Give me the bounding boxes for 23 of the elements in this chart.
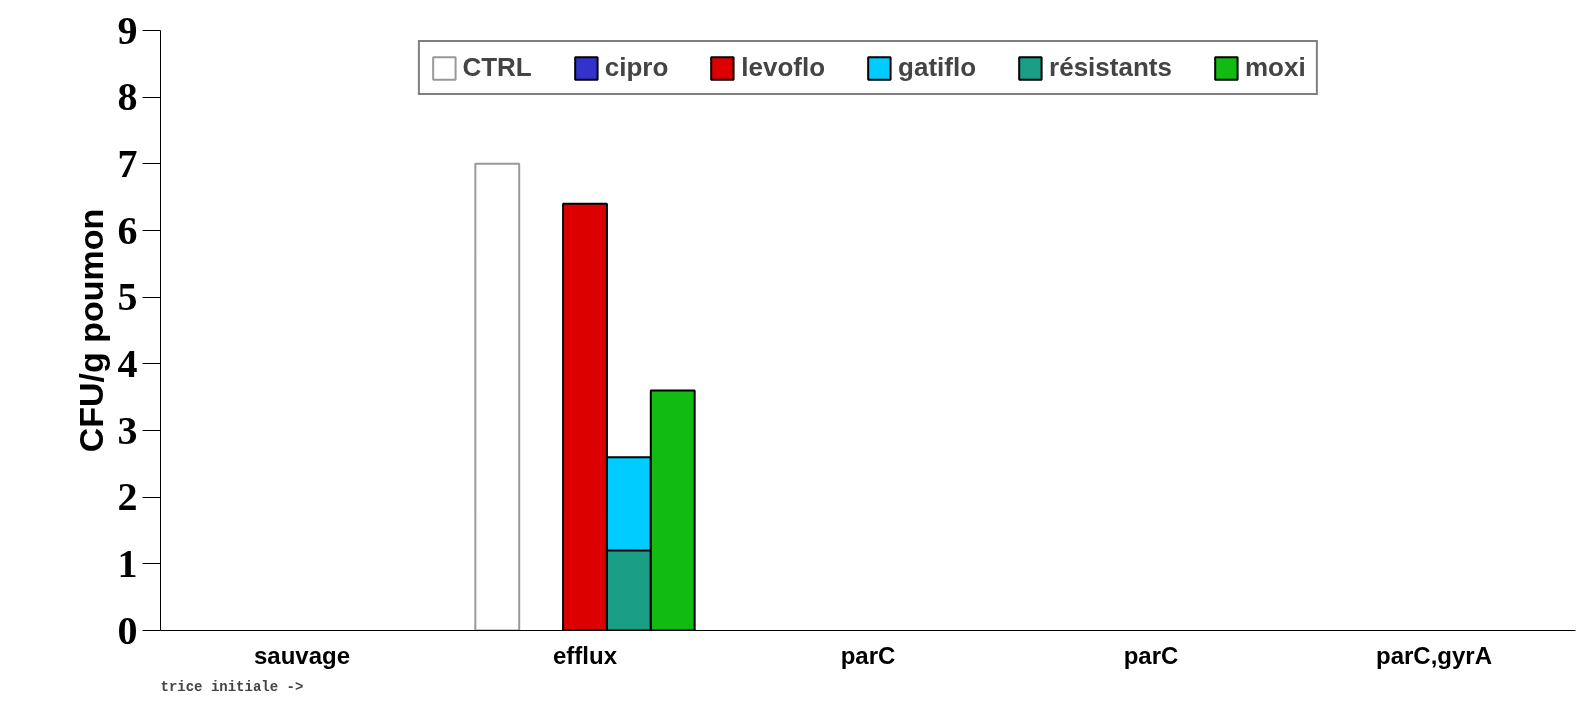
y-tick-label: 3 xyxy=(117,407,138,453)
x-tick-label: parC xyxy=(840,641,896,669)
y-tick-label: 1 xyxy=(117,540,138,586)
y-tick-label: 2 xyxy=(117,474,138,520)
x-tick-label: sauvage xyxy=(253,641,351,669)
legend-label: levoflo xyxy=(741,52,826,83)
legend-label: gatiflo xyxy=(898,52,977,83)
legend-label: moxi xyxy=(1244,52,1306,83)
y-tick-label: 6 xyxy=(117,207,138,253)
y-tick-label: 4 xyxy=(117,340,138,386)
legend-label: CTRL xyxy=(462,52,532,83)
y-tick-label: 9 xyxy=(117,7,138,53)
y-tick-label: 7 xyxy=(117,140,138,186)
x-tick-label: efflux xyxy=(553,641,618,669)
y-tick-label: 0 xyxy=(117,607,138,653)
text: trice initiale -> xyxy=(160,678,304,695)
y-axis-title: CFU/g poumon xyxy=(71,208,110,453)
legend-label: cipro xyxy=(604,52,669,83)
y-tick-label: 5 xyxy=(117,274,138,320)
x-tick-label: parC xyxy=(1123,641,1179,669)
y-tick-label: 8 xyxy=(117,74,138,120)
legend-label: résistants xyxy=(1049,52,1172,83)
x-tick-label: parC,gyrA xyxy=(1375,641,1493,669)
